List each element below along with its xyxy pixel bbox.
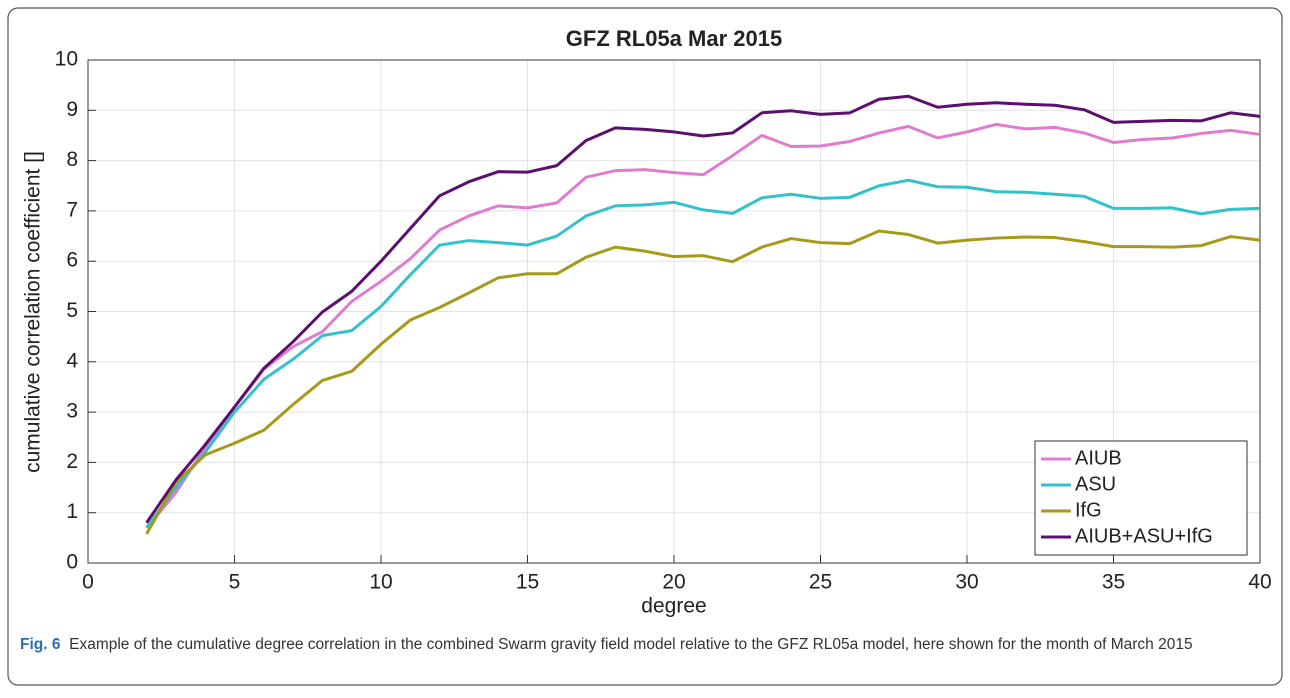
- series-line: [145, 122, 1261, 529]
- x-tick-label: 25: [809, 571, 832, 594]
- series-line: [145, 94, 1261, 524]
- caption-text: Example of the cumulative degree correla…: [69, 636, 1193, 653]
- x-tick-label: 35: [1102, 571, 1125, 594]
- x-tick-label: 0: [82, 571, 94, 594]
- legend-label: AIUB+ASU+IfG: [1075, 525, 1213, 547]
- y-tick-label: 4: [66, 349, 78, 372]
- plot-area: [87, 59, 1261, 564]
- caption: Fig. 6 Example of the cumulative degree …: [20, 633, 1270, 657]
- caption-label: Fig. 6: [20, 636, 61, 653]
- x-tick-label: 15: [516, 571, 539, 594]
- y-axis-label: cumulative correlation coefficient []: [22, 151, 45, 473]
- x-tick-label: 30: [955, 571, 978, 594]
- y-tick-label: 5: [66, 299, 78, 322]
- legend-label: AIUB: [1075, 447, 1122, 469]
- legend-label: IfG: [1075, 499, 1102, 521]
- x-tick-label: 5: [229, 571, 241, 594]
- chart-title: GFZ RL05a Mar 2015: [566, 26, 782, 51]
- series-line: [145, 229, 1261, 535]
- frame: [7, 7, 1283, 686]
- y-tick-label: 2: [66, 450, 78, 473]
- y-tick-label: 0: [66, 551, 78, 574]
- x-tick-label: 10: [369, 571, 392, 594]
- y-tick-label: 8: [66, 148, 78, 171]
- series-line: [145, 178, 1261, 529]
- y-tick-label: 6: [66, 249, 78, 272]
- y-tick-label: 1: [66, 500, 78, 523]
- y-tick-label: 10: [55, 48, 78, 71]
- x-tick-label: 20: [662, 571, 685, 594]
- legend-label: ASU: [1075, 473, 1116, 495]
- y-tick-label: 9: [66, 98, 78, 121]
- x-axis-label: degree: [641, 595, 706, 618]
- y-tick-label: 3: [66, 400, 78, 423]
- y-tick-label: 7: [66, 198, 78, 221]
- x-tick-label: 40: [1248, 571, 1271, 594]
